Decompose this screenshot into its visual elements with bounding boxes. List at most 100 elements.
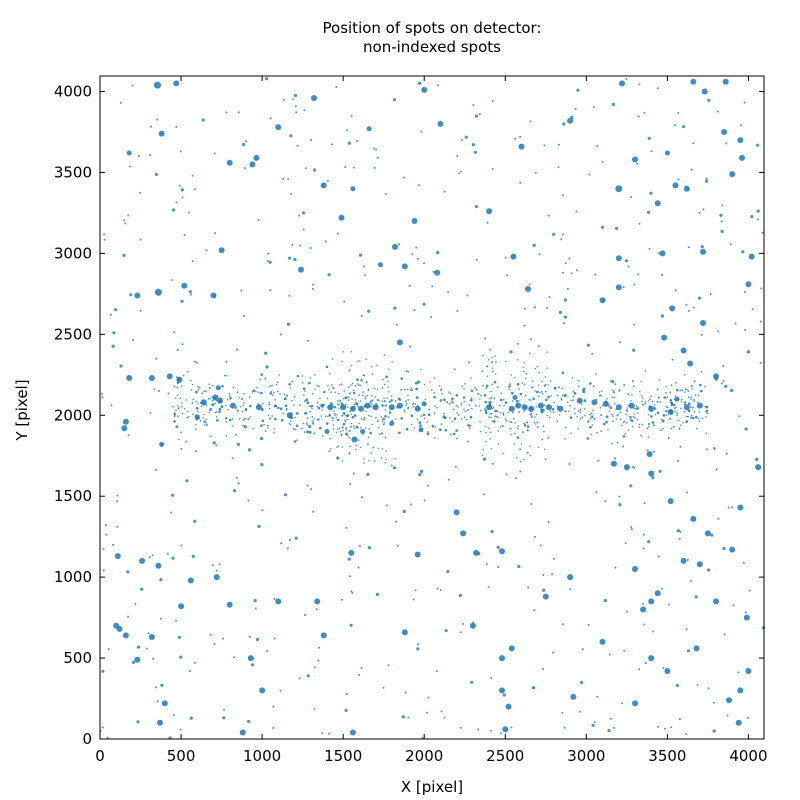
data-point [350,115,353,118]
data-point [278,374,281,376]
data-point [200,401,203,405]
data-point [171,279,174,281]
data-point [523,422,525,425]
data-point [280,542,283,545]
data-point [523,424,527,427]
data-point [296,412,299,415]
data-point [298,677,301,680]
data-point [627,429,630,432]
data-point [249,161,256,168]
data-point [653,404,656,406]
data-point [700,389,703,393]
data-point [208,411,211,414]
data-point [178,438,180,441]
data-point [262,402,264,405]
data-point [268,401,271,404]
data-point [112,543,114,546]
data-point [418,472,422,477]
data-point [643,111,646,114]
data-point [616,441,619,444]
data-point [231,418,234,420]
data-point [543,404,545,407]
data-point [395,323,398,326]
data-point [119,101,122,104]
data-point [186,416,188,419]
data-point [482,354,485,357]
data-point [646,427,649,430]
data-point [450,433,452,436]
data-point [190,380,192,382]
data-point [347,141,351,145]
data-point [312,421,315,424]
data-point [431,285,434,288]
data-point [359,400,362,402]
data-point [224,374,226,377]
data-point [391,361,393,363]
data-point [707,687,710,690]
data-point [619,341,622,344]
data-point [472,621,475,624]
data-point [116,494,119,497]
data-point [154,81,161,89]
data-point [444,629,448,633]
data-point [589,413,591,416]
data-point [137,155,140,157]
data-point [312,392,314,395]
data-point [366,472,370,476]
data-point [506,274,509,277]
data-point [195,400,197,403]
data-point [523,362,526,364]
data-point [312,283,314,286]
data-point [647,540,651,544]
data-point [127,615,130,618]
data-point [493,380,497,384]
data-point [494,415,497,418]
data-point [190,293,192,296]
data-point [180,431,182,434]
data-point [335,86,338,88]
data-point [569,416,573,420]
data-point [364,274,367,277]
data-point [421,401,427,407]
data-point [214,411,217,414]
data-point [116,525,119,528]
data-point [398,397,401,401]
data-point [337,428,339,430]
data-point [176,386,179,389]
data-point [367,414,370,417]
data-point [679,530,682,533]
data-point [171,493,175,497]
data-point [573,392,577,395]
data-point [417,257,420,260]
y-tick-label: 4000 [54,83,92,101]
data-point [214,402,216,405]
data-point [225,421,228,423]
data-point [510,253,517,260]
data-point [691,416,695,420]
data-point [662,427,664,430]
data-point [470,377,472,379]
data-point [502,726,509,733]
data-point [510,433,513,436]
data-point [633,283,636,286]
data-point [576,88,580,92]
data-point [306,484,309,487]
data-point [484,400,488,404]
data-point [680,347,687,354]
data-point [385,458,387,461]
data-point [579,411,581,414]
data-point [409,345,412,348]
data-point [283,493,288,497]
data-point [685,415,688,418]
data-point [221,384,224,388]
data-point [595,398,597,401]
data-point [600,414,603,417]
data-point [313,168,317,172]
data-point [491,407,494,410]
data-point [741,250,745,254]
data-point [639,390,641,393]
x-tick-label: 4000 [729,747,767,765]
data-point [126,375,133,381]
data-point [483,493,485,496]
data-point [477,551,481,556]
